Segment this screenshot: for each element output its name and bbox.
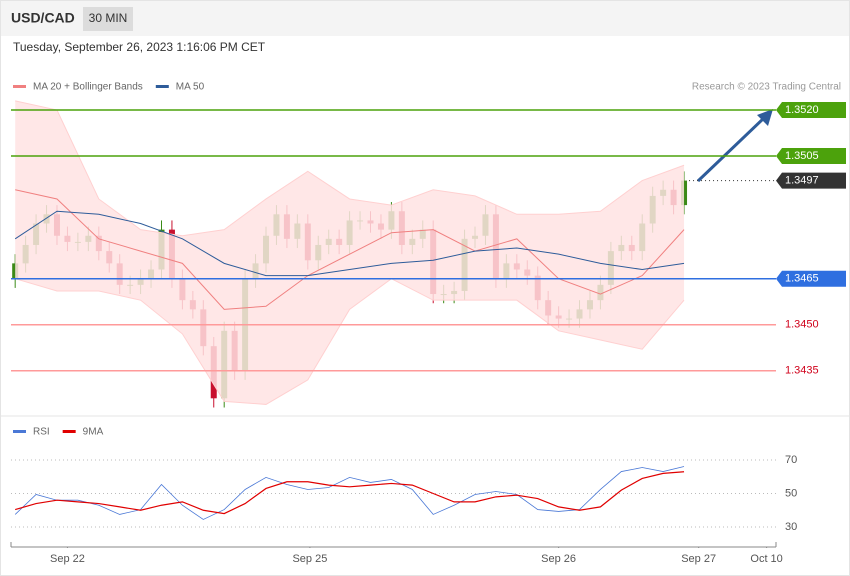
- bollinger-upper: [15, 100, 685, 237]
- arrow-head: [757, 109, 773, 126]
- legend-label: 9MA: [83, 427, 104, 438]
- level-label: 1.3497: [785, 174, 819, 186]
- x-tick-label: Sep 25: [292, 553, 327, 565]
- level-label: 1.3465: [785, 273, 819, 285]
- level-label: 1.3450: [785, 319, 819, 331]
- header-bar: [1, 1, 849, 36]
- rsi-tick-label: 30: [785, 521, 797, 533]
- level-tag: [776, 148, 846, 165]
- rsi-line: [14, 466, 685, 520]
- rsi-tick-label: 50: [785, 487, 797, 499]
- rsi-tick-label: 70: [785, 454, 797, 466]
- legend-label: MA 20 + Bollinger Bands: [33, 82, 143, 93]
- legend-swatch: [62, 430, 76, 433]
- credit: Research © 2023 Trading Central: [692, 82, 841, 93]
- arrow-shaft: [696, 116, 766, 183]
- ma50-line: [14, 210, 685, 277]
- level-tag: [776, 172, 846, 189]
- x-tick-label: Oct 10: [750, 553, 782, 565]
- legend-swatch: [13, 85, 26, 88]
- symbol: USD/CAD: [11, 10, 75, 26]
- ma20-line: [15, 189, 685, 310]
- x-tick-label: Sep 26: [541, 553, 576, 565]
- level-tag: [776, 270, 846, 287]
- bollinger-fill: [15, 100, 685, 405]
- rsi-ma-line: [15, 471, 685, 515]
- level-label: 1.3505: [785, 150, 819, 162]
- level-label: 1.3435: [785, 365, 819, 377]
- legend-swatch: [13, 430, 26, 433]
- legend-label: MA 50: [176, 82, 205, 93]
- level-label: 1.3520: [785, 104, 819, 116]
- level-tag: [776, 102, 846, 119]
- interval[interactable]: 30 MIN: [89, 11, 128, 25]
- x-tick-label: Sep 27: [681, 553, 716, 565]
- legend-swatch: [155, 85, 169, 88]
- interval-chip[interactable]: [83, 7, 133, 31]
- timestamp: Tuesday, September 26, 2023 1:16:06 PM C…: [13, 40, 266, 54]
- bollinger-lower: [15, 278, 685, 405]
- legend-label: RSI: [33, 427, 50, 438]
- x-tick-label: Sep 22: [50, 553, 85, 565]
- forecast-arrow: [696, 109, 773, 183]
